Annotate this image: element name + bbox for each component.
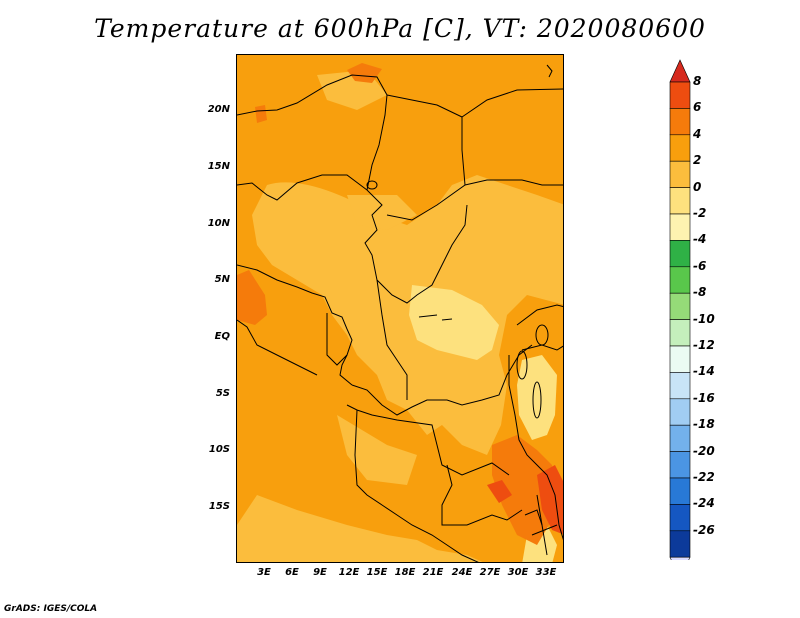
map-panel bbox=[236, 54, 564, 563]
lon-label-9e: 9E bbox=[313, 567, 327, 578]
colorbar-arrow-bottom bbox=[669, 556, 691, 560]
colorbar-label: -20 bbox=[693, 443, 715, 458]
temperature-6-8-regions bbox=[487, 465, 563, 535]
colorbar-swatch bbox=[669, 187, 691, 215]
colorbar-label: -14 bbox=[693, 364, 715, 379]
lat-label-5s: 5S bbox=[215, 388, 230, 399]
colorbar-arrow-top bbox=[669, 59, 691, 83]
colorbar-swatch bbox=[669, 213, 691, 241]
lat-label-20n: 20N bbox=[207, 104, 230, 115]
footer-credit: GrADS: IGES/COLA bbox=[4, 604, 98, 614]
colorbar-label: 8 bbox=[693, 74, 702, 88]
colorbar-swatch bbox=[669, 530, 691, 558]
colorbar-label: -4 bbox=[693, 232, 707, 247]
colorbar-label: -26 bbox=[693, 522, 715, 537]
colorbar bbox=[669, 59, 691, 560]
colorbar-label: -22 bbox=[693, 470, 715, 484]
colorbar-label: 0 bbox=[693, 179, 702, 194]
map-title: Temperature at 600hPa [C], VT: 202008060… bbox=[94, 14, 706, 43]
lon-label-27e: 27E bbox=[479, 567, 501, 578]
colorbar-label: 6 bbox=[693, 100, 702, 115]
lat-label-15s: 15S bbox=[208, 501, 230, 512]
lat-label-15n: 15N bbox=[207, 161, 230, 172]
lon-label-24e: 24E bbox=[451, 567, 473, 578]
colorbar-label: -12 bbox=[693, 338, 715, 352]
colorbar-swatch bbox=[669, 266, 691, 294]
lat-label-5n: 5N bbox=[214, 274, 230, 285]
temperature-neg2-0-regions bbox=[409, 285, 557, 562]
colorbar-swatch bbox=[669, 372, 691, 400]
colorbar-swatch bbox=[669, 108, 691, 136]
colorbar-label: -8 bbox=[693, 285, 707, 300]
colorbar-swatch bbox=[669, 240, 691, 268]
lon-label-18e: 18E bbox=[394, 567, 416, 578]
colorbar-label: -10 bbox=[693, 311, 715, 326]
colorbar-label: 2 bbox=[693, 153, 702, 168]
colorbar-label: -24 bbox=[693, 496, 715, 511]
colorbar-swatch bbox=[669, 504, 691, 532]
lat-label-10n: 10N bbox=[207, 218, 230, 229]
colorbar-swatch bbox=[669, 398, 691, 426]
colorbar-swatch bbox=[669, 451, 691, 479]
lon-label-21e: 21E bbox=[422, 567, 444, 578]
colorbar-label: -18 bbox=[693, 417, 715, 432]
colorbar-swatch bbox=[669, 160, 691, 188]
lon-label-15e: 15E bbox=[366, 567, 388, 578]
lon-label-3e: 3E bbox=[257, 567, 271, 578]
colorbar-swatch bbox=[669, 292, 691, 320]
temperature-0-2-regions bbox=[237, 70, 563, 562]
colorbar-swatch bbox=[669, 477, 691, 505]
lon-label-33e: 33E bbox=[535, 567, 557, 578]
temperature-map bbox=[237, 55, 563, 562]
colorbar-swatch bbox=[669, 134, 691, 162]
colorbar-label: -2 bbox=[693, 206, 707, 220]
country-borders bbox=[237, 74, 563, 562]
lat-label-10s: 10S bbox=[208, 444, 230, 455]
colorbar-swatch bbox=[669, 319, 691, 347]
lon-label-12e: 12E bbox=[338, 567, 360, 578]
colorbar-label: 4 bbox=[693, 126, 702, 141]
lon-label-6e: 6E bbox=[285, 567, 299, 578]
colorbar-label: -16 bbox=[693, 390, 715, 405]
lon-label-30e: 30E bbox=[507, 567, 529, 578]
colorbar-swatch bbox=[669, 81, 691, 109]
colorbar-label: -6 bbox=[693, 258, 707, 273]
lat-label-eq: EQ bbox=[214, 331, 230, 342]
colorbar-swatch bbox=[669, 424, 691, 452]
colorbar-swatch bbox=[669, 345, 691, 373]
lakes bbox=[366, 64, 553, 419]
